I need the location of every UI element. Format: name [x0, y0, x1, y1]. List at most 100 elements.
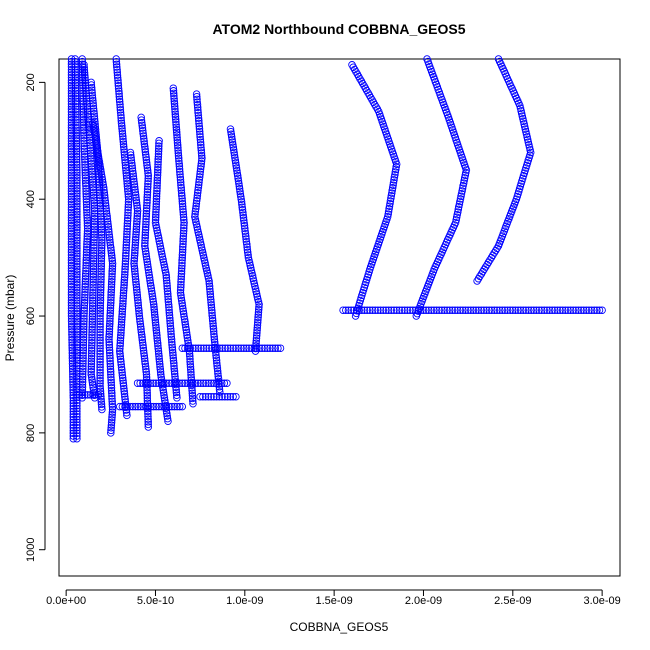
data-point: [90, 249, 98, 257]
data-point: [108, 403, 117, 411]
data-point: [108, 389, 116, 398]
data-point: [171, 113, 180, 121]
data-point: [178, 256, 186, 265]
data-point: [167, 335, 176, 344]
data-point: [107, 426, 115, 435]
data-point: [229, 140, 237, 149]
data-point: [400, 306, 409, 314]
data-point: [178, 299, 186, 308]
data-point: [124, 198, 133, 206]
data-point: [89, 262, 98, 271]
data-point: [183, 344, 192, 352]
data-point: [104, 225, 113, 234]
data-point: [164, 300, 173, 309]
data-point: [488, 306, 496, 314]
data-point: [131, 402, 140, 411]
data-point: [73, 262, 81, 271]
data-point: [172, 388, 181, 397]
data-point: [116, 106, 125, 114]
data-point: [253, 329, 261, 337]
data-point: [153, 176, 162, 185]
data-point: [67, 200, 76, 209]
data-point: [143, 258, 151, 266]
data-point: [120, 387, 128, 396]
data-point: [132, 222, 141, 231]
data-point: [543, 306, 551, 314]
y-axis-title: Pressure (mbar): [3, 275, 17, 362]
data-point: [165, 306, 173, 314]
data-point: [440, 306, 449, 314]
data-point: [253, 344, 261, 352]
data-point: [73, 423, 81, 432]
data-point: [178, 344, 187, 352]
data-point: [239, 208, 247, 217]
data-point: [163, 284, 172, 293]
data-point: [143, 185, 152, 194]
data-point: [79, 343, 88, 352]
data-point: [73, 312, 81, 320]
data-point: [165, 402, 173, 411]
data-point: [96, 307, 104, 315]
data-point: [121, 268, 129, 276]
data-point: [473, 277, 481, 285]
data-point: [87, 349, 96, 358]
data-point: [156, 360, 164, 368]
data-point: [186, 355, 194, 363]
data-point: [106, 314, 114, 323]
data-point: [140, 137, 148, 146]
data-point: [104, 223, 113, 231]
data-point: [403, 306, 412, 314]
data-point: [237, 195, 245, 203]
data-point: [93, 142, 101, 151]
data-point: [96, 355, 104, 363]
data-point: [595, 306, 604, 314]
data-point: [160, 379, 168, 387]
data-point: [467, 306, 475, 314]
data-point: [120, 390, 129, 398]
data-point: [96, 317, 104, 326]
data-point: [115, 90, 123, 98]
data-point: [134, 296, 142, 305]
data-point: [71, 84, 80, 92]
data-point: [214, 369, 222, 378]
data-point: [152, 224, 161, 232]
data-point: [144, 174, 152, 183]
data-point: [107, 370, 115, 379]
data-point: [106, 306, 115, 315]
data-point: [167, 330, 175, 338]
data-point: [164, 417, 172, 425]
data-point: [79, 338, 88, 347]
data-point: [172, 383, 180, 391]
data-point: [80, 309, 88, 318]
data-point: [138, 336, 147, 344]
data-point: [461, 306, 470, 314]
data-point: [232, 344, 240, 352]
data-point: [73, 228, 81, 237]
data-point: [121, 254, 130, 263]
data-point: [94, 150, 102, 158]
data-point: [88, 320, 97, 329]
data-point: [151, 316, 160, 324]
data-point: [130, 259, 138, 268]
data-point: [160, 402, 168, 411]
data-point: [193, 191, 202, 200]
data-point: [209, 325, 218, 333]
data-point: [114, 76, 122, 85]
data-point: [189, 397, 197, 405]
data-point: [121, 257, 130, 265]
data-point: [137, 116, 146, 124]
data-point: [171, 105, 179, 113]
data-point: [108, 257, 117, 265]
data-point: [116, 350, 124, 358]
data-point: [116, 339, 125, 347]
data-point: [133, 201, 141, 210]
data-point: [116, 344, 124, 353]
data-point: [202, 344, 211, 352]
data-point: [67, 73, 76, 82]
data-point: [82, 261, 90, 270]
data-point: [153, 168, 162, 177]
data-point: [101, 196, 109, 205]
data-point: [212, 354, 221, 362]
data-point: [155, 357, 164, 366]
data-point: [127, 151, 135, 159]
